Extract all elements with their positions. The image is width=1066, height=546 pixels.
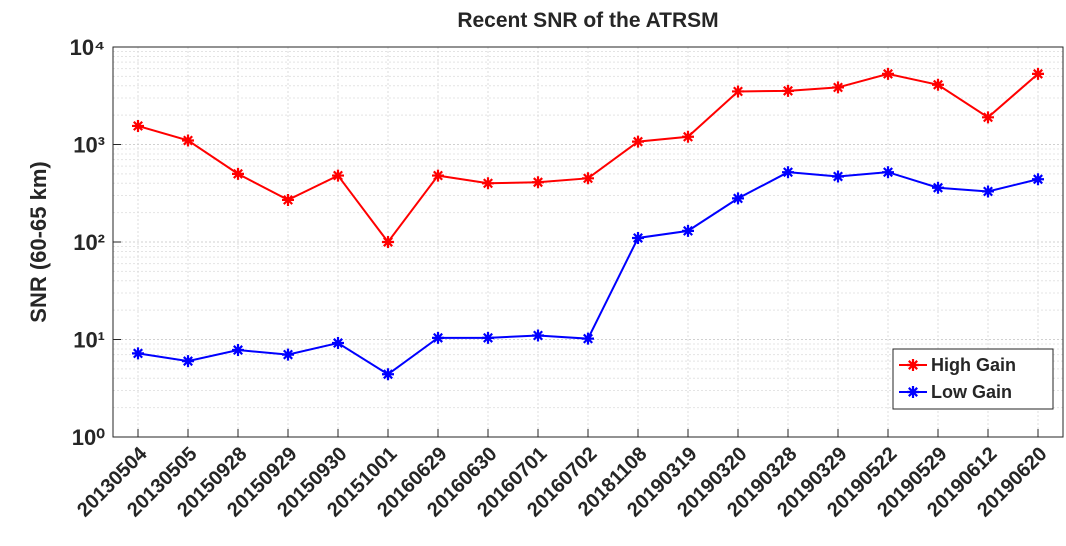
marker (282, 193, 294, 206)
marker (482, 331, 494, 344)
marker (182, 355, 194, 368)
legend-marker (907, 359, 919, 371)
marker (782, 166, 794, 179)
legend-box (892, 348, 1054, 410)
marker (982, 185, 994, 198)
marker (432, 169, 444, 182)
marker (832, 81, 844, 94)
marker (882, 166, 894, 179)
marker (682, 130, 694, 143)
marker (332, 337, 344, 350)
y-tick-label: 10⁰ (72, 425, 105, 450)
marker (782, 84, 794, 97)
marker (932, 78, 944, 91)
marker (1032, 173, 1044, 186)
y-tick-label: 10³ (73, 133, 105, 158)
y-axis-label: SNR (60-65 km) (26, 161, 51, 322)
marker (732, 85, 744, 98)
marker (982, 111, 994, 124)
legend-label: Low Gain (931, 382, 1012, 402)
y-tick-label: 10² (73, 230, 105, 255)
marker (632, 231, 644, 244)
marker (232, 167, 244, 180)
marker (532, 329, 544, 342)
marker (582, 172, 594, 185)
marker (182, 134, 194, 147)
marker (382, 368, 394, 381)
marker (432, 331, 444, 344)
marker (232, 344, 244, 357)
y-tick-label: 10⁴ (70, 35, 105, 60)
marker (582, 332, 594, 345)
marker (532, 176, 544, 189)
marker (132, 119, 144, 132)
marker (382, 236, 394, 248)
marker (932, 181, 944, 194)
legend-marker (907, 386, 919, 398)
marker (632, 135, 644, 148)
marker (332, 169, 344, 182)
marker (682, 224, 694, 237)
marker (1032, 67, 1044, 80)
marker (132, 347, 144, 360)
marker (732, 192, 744, 205)
marker (482, 177, 494, 190)
y-tick-label: 10¹ (73, 328, 105, 353)
marker (832, 170, 844, 183)
marker (882, 67, 894, 80)
marker (282, 348, 294, 361)
chart-title: Recent SNR of the ATRSM (457, 9, 718, 32)
legend-label: High Gain (931, 355, 1016, 375)
